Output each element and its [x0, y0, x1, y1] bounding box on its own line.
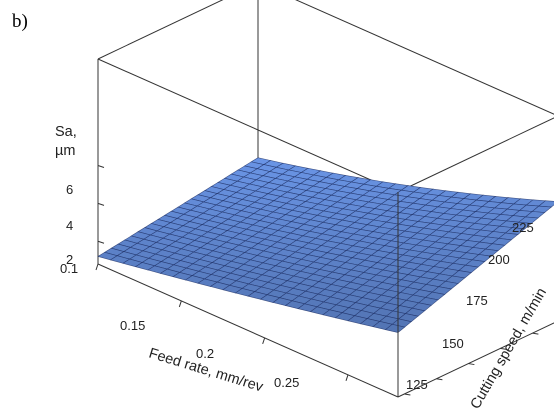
x-tick-label: 0.25 — [274, 375, 299, 390]
z-tick-mark — [97, 202, 105, 206]
x-tick-label: 0.15 — [120, 318, 145, 333]
z-tick-label: 2 — [66, 252, 73, 267]
box-edge — [397, 322, 554, 398]
x-tick-mark — [262, 337, 266, 345]
y-tick-mark — [404, 393, 411, 396]
y-tick-mark — [532, 332, 539, 335]
y-tick-label: 125 — [406, 377, 428, 392]
box-edge — [295, 0, 554, 115]
y-tick-label: 175 — [466, 293, 488, 308]
y-tick-mark — [468, 363, 475, 366]
x-tick-mark — [345, 374, 349, 381]
x-tick-label: 0.2 — [196, 346, 214, 361]
y-tick-mark — [436, 378, 443, 381]
z-axis-label-line1: Sa, — [55, 124, 77, 140]
x-tick-label: 0.1 — [60, 261, 78, 276]
tick-marks — [95, 164, 539, 396]
z-tick-mark — [97, 240, 105, 244]
panel-label: b) — [12, 11, 28, 32]
box-edge — [397, 117, 554, 193]
z-tick-mark — [97, 164, 105, 168]
y-tick-mark — [500, 347, 507, 350]
surface-mesh — [97, 157, 554, 333]
box-edge — [97, 58, 399, 193]
z-axis-label-line2: µm — [55, 143, 75, 159]
y-tick-label: 225 — [512, 220, 534, 235]
x-tick-mark — [178, 300, 182, 308]
z-tick-label: 6 — [66, 182, 73, 197]
y-tick-label: 200 — [488, 252, 510, 267]
box-edge — [97, 0, 224, 60]
y-tick-label: 150 — [442, 336, 464, 351]
z-tick-label: 4 — [66, 218, 73, 233]
surface-cell — [384, 323, 406, 333]
x-tick-mark — [95, 263, 99, 271]
bounding-box-back — [97, 0, 554, 264]
